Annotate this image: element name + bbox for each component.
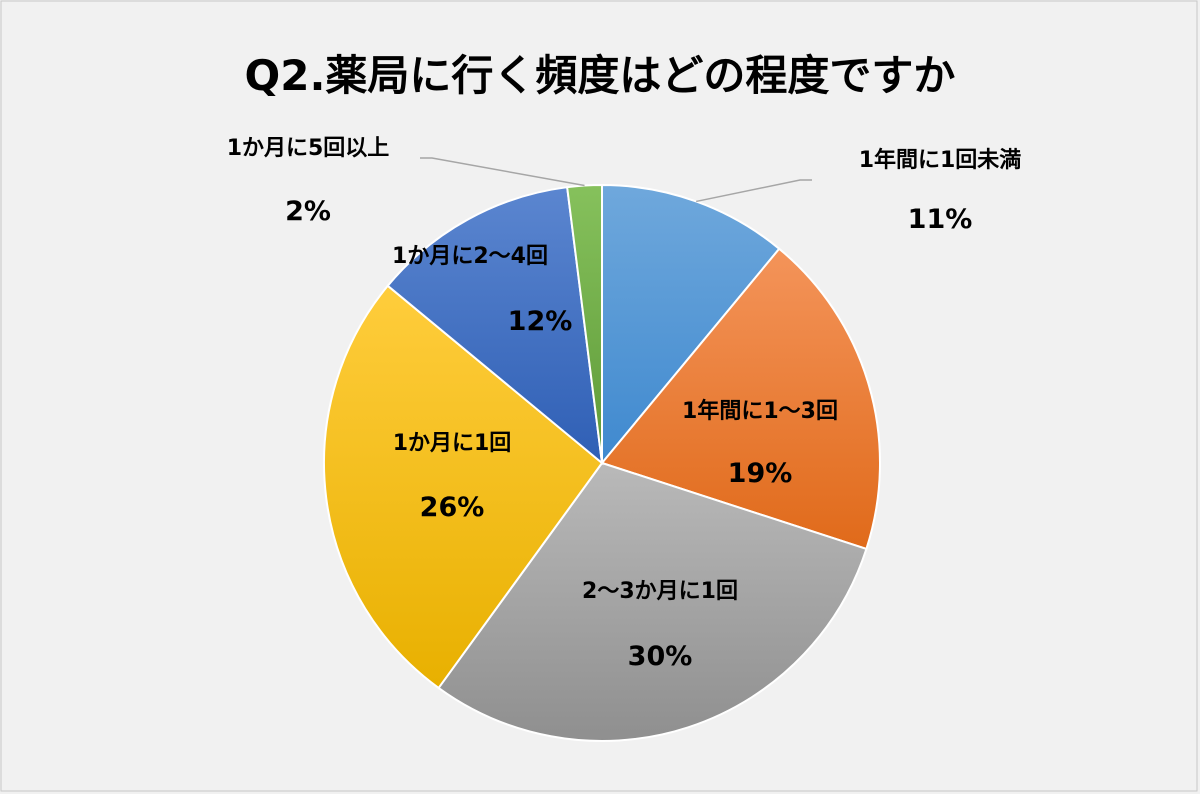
slice-label: 1年間に1回未満 (859, 147, 1022, 173)
slice-value-label: 11% (908, 204, 973, 235)
slice-value-label: 30% (628, 641, 693, 672)
pie-slice (386, 186, 604, 466)
slice-label: 1か月に1回 (393, 431, 512, 456)
slice-value-label: 26% (420, 492, 485, 523)
slice-value-label: 19% (728, 458, 793, 489)
pie-slice (323, 284, 604, 690)
leader-line (696, 179, 812, 203)
chart-title: Q2.薬局に行く頻度はどの程度ですか (245, 51, 956, 100)
slice-label: 1年間に1～3回 (682, 398, 838, 424)
pie-slice (437, 461, 868, 742)
leader-lines (420, 157, 812, 203)
leader-line (420, 157, 585, 187)
slice-label: 1か月に2～4回 (392, 244, 548, 269)
slice-label: 2～3か月に1回 (582, 579, 738, 604)
slice-value-label: 12% (508, 306, 573, 337)
slice-labels: 1年間に1回未満 11% 1年間に1～3回 19% 2～3か月に1回 30% 1か月に1回 2… (227, 136, 1022, 672)
pie-slice (600, 247, 881, 551)
slice-label: 1か月に5回以上 (227, 136, 390, 161)
slice-value-label: 2% (285, 196, 331, 227)
pie-slices (323, 183, 881, 742)
